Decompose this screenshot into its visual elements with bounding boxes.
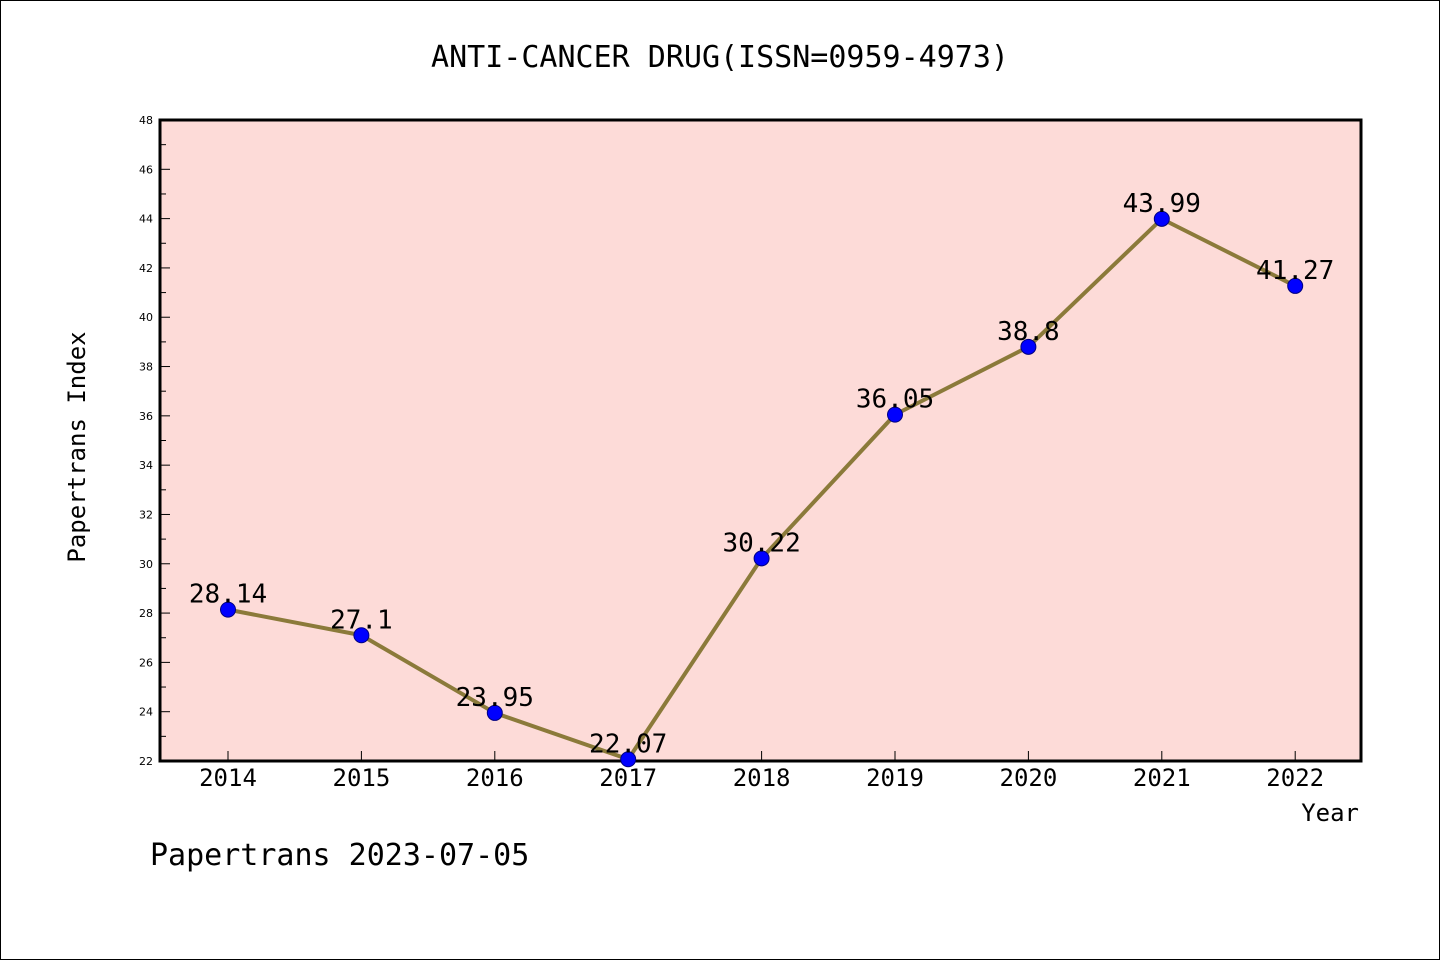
x-tick-label: 2015 [333,764,391,792]
y-tick-label: 40 [139,311,153,324]
data-point-2015 [353,627,370,644]
x-tick-label: 2021 [1133,764,1191,792]
plot-area [158,118,1363,763]
data-points [220,210,1304,768]
data-label-2017: 22.07 [589,729,667,759]
y-tick-label: 36 [139,410,153,423]
data-label-2022: 41.27 [1256,256,1334,286]
footer-watermark: Papertrans 2023-07-05 [150,838,529,873]
x-axis-label: Year [1301,799,1359,827]
data-point-2021 [1153,210,1170,227]
y-tick-label: 32 [139,508,153,521]
y-tick-label: 24 [139,706,153,719]
y-tick-label: 44 [139,213,153,226]
y-tick-label: 48 [139,114,153,127]
y-axis-label: Papertrans Index [63,331,91,562]
x-tick-label: 2018 [733,764,791,792]
y-tick-label: 34 [139,459,153,472]
data-label-2016: 23.95 [456,683,534,713]
x-tick-label: 2022 [1266,764,1324,792]
data-point-2017 [620,751,637,768]
chart-title: ANTI-CANCER DRUG(ISSN=0959-4973) [431,40,1009,75]
data-point-2019 [887,406,903,423]
y-tick-label: 26 [139,656,153,669]
y-tick-label: 42 [139,262,153,275]
x-tick-label: 2016 [466,764,524,792]
data-point-2016 [486,704,503,721]
data-label-2018: 30.22 [722,528,800,558]
data-label-2019: 36.05 [856,385,934,415]
x-tick-label: 2019 [866,764,924,792]
y-tick-label: 22 [139,755,153,768]
data-label-2020: 38.8 [997,317,1060,347]
data-label-2014: 28.14 [189,580,267,610]
y-tick-label: 38 [139,361,153,374]
x-tick-label: 2020 [1000,764,1058,792]
y-tick-label: 46 [139,163,153,176]
data-labels: 28.14 27.1 23.95 22.07 30.22 36.05 38.8 43.99 41… [189,189,1334,759]
x-axis-ticks: 2014 2015 2016 2017 2018 2019 2020 2021 2022 [199,751,1324,792]
data-point-2014 [220,601,236,618]
y-tick-label: 30 [139,558,153,571]
x-tick-label: 2014 [199,764,257,792]
data-point-2020 [1020,338,1037,355]
data-point-2022 [1287,277,1304,294]
data-label-2021: 43.99 [1123,189,1201,219]
data-label-2015: 27.1 [330,605,393,635]
data-point-2018 [753,550,770,567]
y-axis-ticks: 22 24 26 28 30 32 34 36 38 40 42 44 46 48 [139,114,170,768]
x-tick-label: 2017 [599,764,657,792]
y-tick-label: 28 [139,607,153,620]
